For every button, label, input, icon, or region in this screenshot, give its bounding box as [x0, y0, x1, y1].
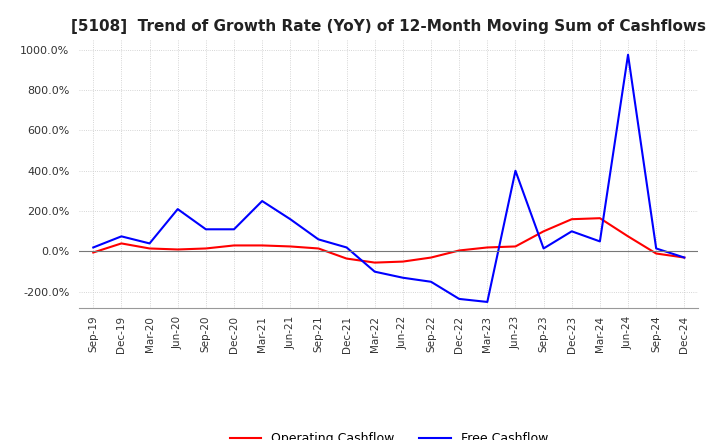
Operating Cashflow	[145, 246, 154, 251]
Operating Cashflow	[483, 245, 492, 250]
Legend: Operating Cashflow, Free Cashflow: Operating Cashflow, Free Cashflow	[225, 427, 553, 440]
Operating Cashflow	[511, 244, 520, 249]
Operating Cashflow	[595, 216, 604, 221]
Operating Cashflow	[455, 248, 464, 253]
Free Cashflow	[117, 234, 126, 239]
Operating Cashflow	[174, 247, 182, 252]
Free Cashflow	[230, 227, 238, 232]
Operating Cashflow	[314, 246, 323, 251]
Operating Cashflow	[539, 229, 548, 234]
Free Cashflow	[202, 227, 210, 232]
Free Cashflow	[455, 296, 464, 301]
Operating Cashflow	[399, 259, 408, 264]
Line: Free Cashflow: Free Cashflow	[94, 55, 684, 302]
Operating Cashflow	[427, 255, 436, 260]
Operating Cashflow	[624, 234, 632, 239]
Free Cashflow	[314, 237, 323, 242]
Free Cashflow	[652, 246, 660, 251]
Operating Cashflow	[258, 243, 266, 248]
Free Cashflow	[174, 206, 182, 212]
Operating Cashflow	[230, 243, 238, 248]
Free Cashflow	[89, 245, 98, 250]
Free Cashflow	[539, 246, 548, 251]
Free Cashflow	[342, 245, 351, 250]
Free Cashflow	[511, 168, 520, 173]
Title: [5108]  Trend of Growth Rate (YoY) of 12-Month Moving Sum of Cashflows: [5108] Trend of Growth Rate (YoY) of 12-…	[71, 19, 706, 34]
Operating Cashflow	[286, 244, 294, 249]
Free Cashflow	[427, 279, 436, 284]
Free Cashflow	[483, 299, 492, 304]
Free Cashflow	[567, 229, 576, 234]
Line: Operating Cashflow: Operating Cashflow	[94, 218, 684, 263]
Free Cashflow	[595, 239, 604, 244]
Free Cashflow	[286, 216, 294, 222]
Free Cashflow	[145, 241, 154, 246]
Free Cashflow	[624, 52, 632, 57]
Operating Cashflow	[202, 246, 210, 251]
Operating Cashflow	[370, 260, 379, 265]
Free Cashflow	[680, 255, 688, 260]
Operating Cashflow	[652, 251, 660, 256]
Free Cashflow	[370, 269, 379, 274]
Free Cashflow	[399, 275, 408, 280]
Operating Cashflow	[567, 216, 576, 222]
Operating Cashflow	[117, 241, 126, 246]
Operating Cashflow	[342, 256, 351, 261]
Operating Cashflow	[680, 255, 688, 260]
Operating Cashflow	[89, 250, 98, 255]
Free Cashflow	[258, 198, 266, 204]
